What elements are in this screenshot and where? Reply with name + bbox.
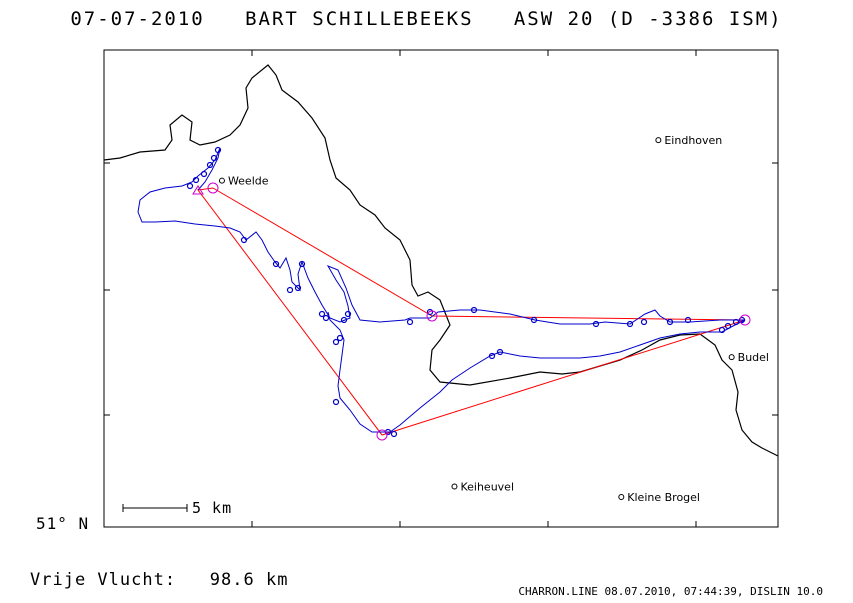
thermal-circle: [336, 334, 344, 342]
thermal-circle: [272, 260, 280, 268]
city-label: Weelde: [228, 175, 269, 188]
city-marker: [218, 177, 225, 184]
thermal-circle: [488, 352, 496, 360]
thermal-circle: [322, 314, 330, 322]
map-frame: [103, 49, 779, 528]
scale-bar: [122, 504, 188, 512]
latitude-label: 51° N: [36, 514, 90, 533]
start-marker: [192, 185, 204, 195]
thermal-circle: [732, 318, 740, 326]
thermal-circle: [406, 318, 414, 326]
distance-label: Vrije Vlucht:: [30, 570, 177, 590]
thermal-circle: [640, 318, 648, 326]
city-label: Eindhoven: [664, 134, 722, 147]
flight-track: [137, 147, 746, 433]
distance-value: 98.6 km: [209, 570, 289, 590]
thermal-circle: [718, 326, 726, 334]
thermal-circle: [426, 308, 434, 316]
thermal-circle: [626, 320, 634, 328]
thermal-circle: [666, 318, 674, 326]
thermal-circle: [684, 316, 692, 324]
city-layer: Eindhoven Weelde Budel Keiheuvel Kleine Brog…: [218, 134, 769, 504]
city-marker: [618, 493, 625, 500]
thermal-circle: [298, 260, 306, 268]
thermal-circle: [286, 286, 294, 294]
thermal-circle: [332, 398, 340, 406]
thermal-circle: [294, 284, 302, 292]
turnpoint-markers: [192, 182, 751, 441]
turnpoint-2: [739, 314, 751, 326]
thermal-circle: [390, 430, 398, 438]
axis-ticks: [104, 50, 778, 527]
scale-label: 5 km: [192, 499, 233, 517]
turnpoint-1: [426, 310, 438, 322]
thermal-circle: [240, 236, 248, 244]
city-marker: [728, 354, 735, 361]
thermal-circle: [206, 161, 214, 169]
thermal-circle: [186, 182, 194, 190]
thermal-circle: [200, 170, 208, 178]
thermal-circle: [214, 146, 222, 154]
thermal-circle: [470, 306, 478, 314]
thermal-circle: [210, 154, 218, 162]
thermal-circle: [496, 348, 504, 356]
city-label: Budel: [738, 351, 769, 364]
city-label: Kleine Brogel: [627, 491, 700, 504]
thermal-circle: [192, 176, 200, 184]
turnpoint-3: [376, 429, 388, 441]
city-marker: [655, 137, 662, 144]
thermal-circles: [186, 146, 746, 438]
thermal-circle: [592, 320, 600, 328]
turnpoint-start: [207, 182, 219, 194]
page-title: 07-07-2010 BART SCHILLEBEEKS ASW 20 (D -…: [70, 8, 783, 30]
border-line: [103, 64, 779, 457]
distance-summary: Vrije Vlucht: 98.6 km: [30, 570, 288, 590]
thermal-circle: [318, 310, 326, 318]
thermal-circle: [530, 316, 538, 324]
footer-info: CHARRON.LINE 08.07.2010, 07:44:39, DISLI…: [518, 585, 823, 598]
city-marker: [451, 483, 458, 490]
thermal-circle: [332, 338, 340, 346]
thermal-circle: [344, 310, 352, 318]
city-label: Keiheuvel: [460, 480, 514, 493]
thermal-circle: [724, 322, 732, 330]
thermal-circle: [340, 316, 348, 324]
